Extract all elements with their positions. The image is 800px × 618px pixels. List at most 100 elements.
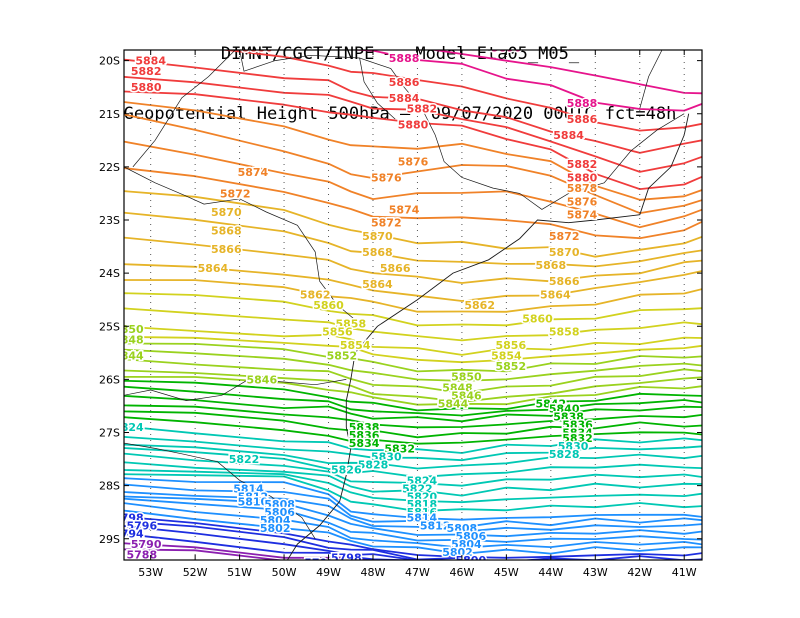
contour-line-5822 xyxy=(124,452,702,487)
contour-label: 5802 xyxy=(260,522,291,535)
lat-tick-label: 29S xyxy=(99,533,120,546)
contour-label: 5888 xyxy=(389,52,420,65)
contour-labels: 5886588458825880588858905886588458825880… xyxy=(113,50,599,560)
lon-tick-label: 46W xyxy=(449,566,474,579)
contour-label: 5844 xyxy=(113,350,144,363)
contour-line-5876 xyxy=(124,113,702,214)
lon-tick-label: 51W xyxy=(227,566,252,579)
contour-label: 5814 xyxy=(407,512,438,525)
contour-label: 5802 xyxy=(442,546,473,559)
contour-label: 5844 xyxy=(438,397,469,410)
lat-tick-label: 28S xyxy=(99,480,120,493)
lat-tick-label: 25S xyxy=(99,320,120,333)
contour-label: 5796 xyxy=(126,520,157,533)
coastline xyxy=(286,113,690,560)
lon-tick-label: 48W xyxy=(361,566,386,579)
contour-label: 5836 xyxy=(562,419,593,432)
contour-label: 5818 xyxy=(407,498,438,511)
contour-line-5878 xyxy=(124,101,702,201)
contour-line-5832 xyxy=(124,416,702,445)
contour-line-5820 xyxy=(124,461,702,497)
contour-label: 5868 xyxy=(535,259,566,272)
lon-tick-label: 53W xyxy=(138,566,163,579)
contour-line-5800 xyxy=(124,516,702,559)
lon-tick-label: 41W xyxy=(672,566,697,579)
contour-line-5794 xyxy=(124,533,419,560)
contour-label: 5886 xyxy=(567,113,598,126)
contour-line-5808 xyxy=(124,495,702,538)
contour-label: 5872 xyxy=(220,187,251,200)
contour-label: 5836 xyxy=(349,429,380,442)
contour-label: 5856 xyxy=(495,339,526,352)
contour-label: 5862 xyxy=(300,288,331,301)
contour-line-5862 xyxy=(124,279,702,313)
contour-label: 5860 xyxy=(522,312,553,325)
contour-line-5838 xyxy=(124,395,702,423)
contour-label: 5884 xyxy=(553,129,584,142)
contour-label: 5828 xyxy=(549,448,580,461)
contour-label: 5880 xyxy=(398,118,429,131)
contour-label: 5794 xyxy=(113,527,144,540)
contour-line-5810 xyxy=(124,491,702,533)
contour-label: 5860 xyxy=(313,299,344,312)
contour-lines xyxy=(124,50,702,560)
contour-line-5798 xyxy=(124,520,702,560)
lon-tick-label: 42W xyxy=(627,566,652,579)
contour-label: 5852 xyxy=(495,360,526,373)
contour-label: 5850 xyxy=(451,371,482,384)
contour-label: 5884 xyxy=(135,55,166,68)
contour-line-5828 xyxy=(124,436,702,462)
contour-label: 5832 xyxy=(384,442,415,455)
contour-label: 5824 xyxy=(407,474,438,487)
contour-line-5870 xyxy=(124,190,702,258)
contour-label: 5804 xyxy=(260,514,291,527)
lon-tick-label: 52W xyxy=(183,566,208,579)
contour-label: 5872 xyxy=(371,217,402,230)
contour-label: 5854 xyxy=(340,339,371,352)
contour-label: 5830 xyxy=(558,440,589,453)
contour-line-5884 xyxy=(124,58,702,154)
contour-label: 5830 xyxy=(371,450,402,463)
contour-line-5854 xyxy=(124,336,702,364)
contour-line-5850 xyxy=(124,348,702,382)
contour-label: 5806 xyxy=(455,530,486,543)
contour-line-5824 xyxy=(124,447,702,479)
contour-label: 5866 xyxy=(380,262,411,275)
contour-label: 5808 xyxy=(264,498,295,511)
coastline-and-borders xyxy=(124,50,690,560)
contour-label: 5810 xyxy=(238,496,269,509)
contour-line-5844 xyxy=(124,376,702,406)
contour-label: 5864 xyxy=(362,278,393,291)
contour-label: 5870 xyxy=(211,206,242,219)
contour-line-5792 xyxy=(124,542,372,560)
contour-label: 5842 xyxy=(535,397,566,410)
lat-tick-label: 22S xyxy=(99,161,120,174)
contour-label: 5838 xyxy=(349,421,380,434)
contour-line-5804 xyxy=(124,502,702,549)
contour-line-5814 xyxy=(124,477,702,521)
contour-label: 5874 xyxy=(389,203,420,216)
contour-label: 5804 xyxy=(451,538,482,551)
contour-line-5872 xyxy=(124,167,702,240)
lat-tick-label: 27S xyxy=(99,427,120,440)
contour-label: 5832 xyxy=(562,432,593,445)
lon-tick-label: 43W xyxy=(583,566,608,579)
contour-label: 5838 xyxy=(553,411,584,424)
contour-line-5836 xyxy=(124,404,702,429)
contour-line-5802 xyxy=(124,509,702,555)
contour-label: 5884 xyxy=(389,92,420,105)
contour-line-5852 xyxy=(124,342,702,373)
contour-label: 5850 xyxy=(113,323,144,336)
state-border xyxy=(239,50,685,210)
contour-label: 5870 xyxy=(362,230,393,243)
lat-tick-label: 20S xyxy=(99,55,120,68)
state-border xyxy=(124,166,360,324)
state-border xyxy=(639,50,663,109)
contour-label: 5820 xyxy=(407,490,438,503)
contour-label: 5886 xyxy=(389,76,420,89)
contour-label: 5806 xyxy=(264,506,295,519)
contour-line-5858 xyxy=(124,307,702,342)
contour-line-5874 xyxy=(124,140,702,229)
contour-line-5890 xyxy=(429,50,702,95)
state-border xyxy=(132,50,236,168)
